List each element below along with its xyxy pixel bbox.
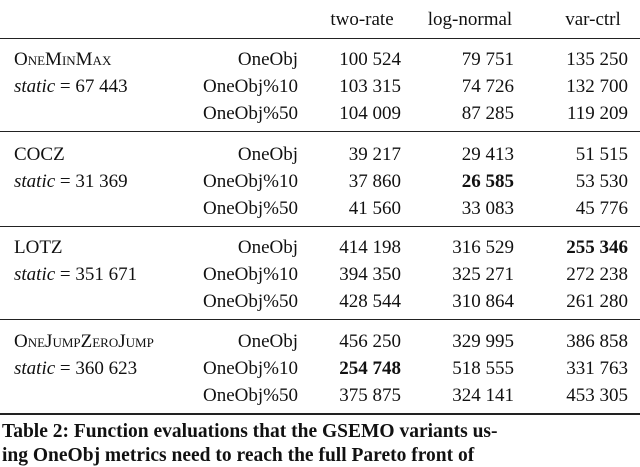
- cell: 79 751: [461, 49, 514, 70]
- static-sign: =: [59, 358, 71, 379]
- static-label: static = 360 623: [14, 358, 137, 380]
- static-name: static: [14, 358, 56, 379]
- cell: 453 305: [566, 385, 628, 406]
- static-sign: =: [59, 76, 71, 97]
- column-header: var-ctrl: [565, 9, 621, 30]
- cell: 414 198: [339, 237, 401, 258]
- group-rule: [0, 226, 640, 227]
- group-name: OneJumpZeroJump: [14, 331, 154, 352]
- cell: 375 875: [339, 385, 401, 406]
- variant: OneObj%50: [203, 103, 298, 124]
- static-label: static = 67 443: [14, 76, 128, 98]
- header-rule: [0, 38, 640, 39]
- cell: 100 524: [339, 49, 401, 70]
- static-value: 67 443: [75, 76, 128, 97]
- variant: OneObj: [237, 237, 298, 258]
- cell: 272 238: [566, 264, 628, 285]
- cell: 428 544: [339, 291, 401, 312]
- cell: 74 726: [461, 76, 514, 97]
- variant: OneObj%10: [203, 171, 298, 192]
- cell: 41 560: [348, 198, 401, 219]
- static-value: 360 623: [75, 358, 138, 379]
- group-name: LOTZ: [14, 237, 63, 258]
- cell: 261 280: [566, 291, 628, 312]
- group-name: OneMinMax: [14, 49, 112, 70]
- cell: 316 529: [452, 237, 514, 258]
- static-name: static: [14, 171, 56, 192]
- cell: 53 530: [575, 171, 628, 192]
- static-value: 351 671: [75, 264, 138, 285]
- static-name: static: [14, 264, 56, 285]
- cell: 386 858: [566, 331, 628, 352]
- static-label: static = 31 369: [14, 171, 128, 193]
- group-rule: [0, 319, 640, 320]
- variant: OneObj%50: [203, 385, 298, 406]
- cell: 324 141: [452, 385, 514, 406]
- caption-line: ing OneObj metrics need to reach the ful…: [2, 445, 475, 466]
- cell: 29 413: [461, 144, 514, 165]
- variant: OneObj%50: [203, 291, 298, 312]
- cell: 132 700: [566, 76, 628, 97]
- group-name: COCZ: [14, 144, 65, 165]
- variant: OneObj%10: [203, 76, 298, 97]
- variant: OneObj: [237, 331, 298, 352]
- cell: 45 776: [575, 198, 628, 219]
- caption-line: Table 2: Function evaluations that the G…: [2, 421, 498, 442]
- static-label: static = 351 671: [14, 264, 137, 286]
- static-sign: =: [59, 171, 71, 192]
- cell: 394 350: [339, 264, 401, 285]
- cell: 26 585: [461, 171, 514, 192]
- cell: 119 209: [566, 103, 628, 124]
- variant: OneObj: [237, 144, 298, 165]
- cell: 104 009: [339, 103, 401, 124]
- cell: 37 860: [348, 171, 401, 192]
- cell: 103 315: [339, 76, 401, 97]
- variant: OneObj%50: [203, 198, 298, 219]
- column-header: two-rate: [330, 9, 394, 30]
- cell: 255 346: [566, 237, 628, 258]
- cell: 331 763: [566, 358, 628, 379]
- static-name: static: [14, 76, 56, 97]
- cell: 310 864: [452, 291, 514, 312]
- cell: 87 285: [461, 103, 514, 124]
- cell: 329 995: [452, 331, 514, 352]
- column-header: log-normal: [427, 9, 513, 30]
- cell: 518 555: [452, 358, 514, 379]
- variant: OneObj%10: [203, 358, 298, 379]
- cell: 254 748: [339, 358, 401, 379]
- variant: OneObj: [237, 49, 298, 70]
- cell: 456 250: [339, 331, 401, 352]
- static-value: 31 369: [75, 171, 128, 192]
- cell: 51 515: [575, 144, 628, 165]
- variant: OneObj%10: [203, 264, 298, 285]
- cell: 325 271: [452, 264, 514, 285]
- static-sign: =: [59, 264, 71, 285]
- cell: 39 217: [348, 144, 401, 165]
- cell: 135 250: [566, 49, 628, 70]
- page: (() => { const data = JSON.parse(documen…: [0, 9, 640, 466]
- cell: 33 083: [461, 198, 514, 219]
- group-rule: [0, 131, 640, 132]
- group-rule: [0, 413, 640, 415]
